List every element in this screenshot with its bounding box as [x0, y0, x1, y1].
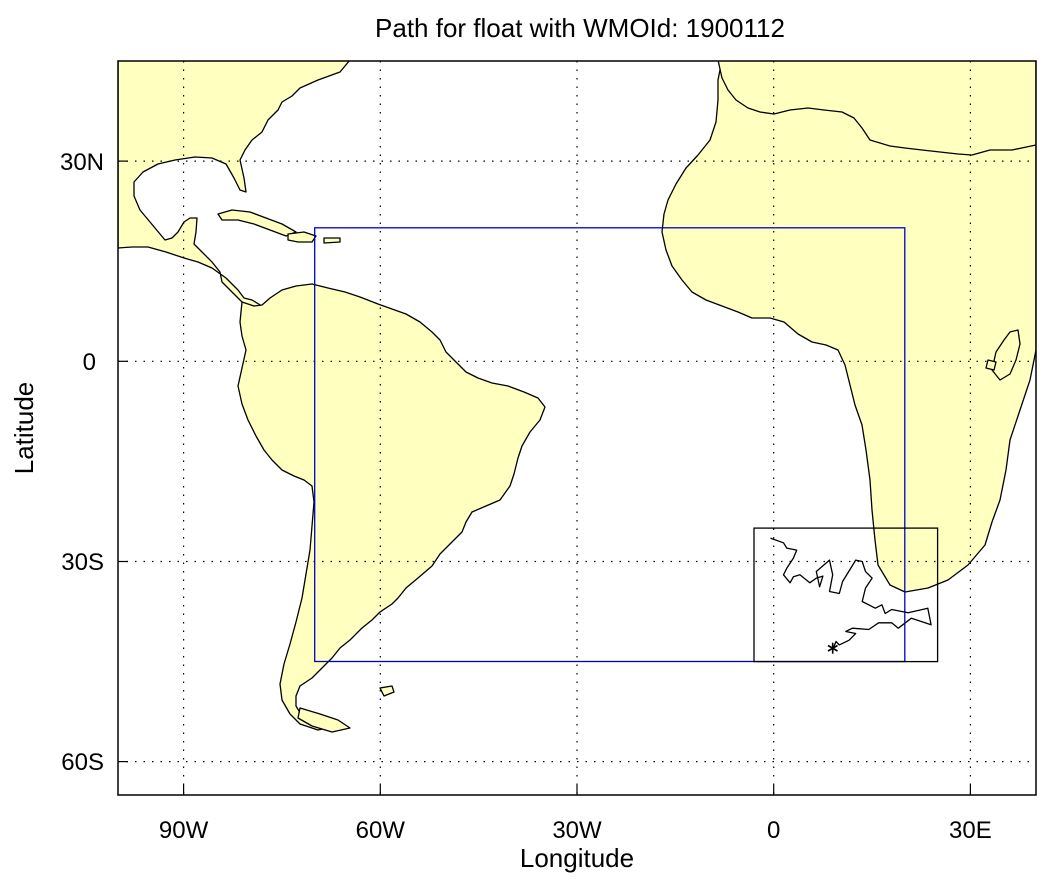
float-start-marker — [827, 642, 838, 654]
y-axis-label: Latitude — [9, 382, 39, 475]
x-tick-label-0: 0 — [767, 817, 780, 844]
hispaniola-land — [287, 231, 317, 243]
tierra-del-fuego-land — [297, 707, 351, 733]
graticule — [118, 61, 1036, 795]
x-tick-label-30e: 30E — [949, 817, 992, 844]
float-track-line — [770, 537, 932, 650]
lake-victoria-land — [985, 359, 997, 371]
africa-land — [661, 61, 1036, 593]
falkland-islands-land — [379, 685, 395, 697]
puerto-rico-land — [323, 237, 341, 244]
x-tick-label-30w: 30W — [552, 817, 602, 844]
y-tick-label-0: 0 — [83, 349, 96, 376]
x-axis-ticks: 90W 60W 30W 0 30E — [159, 785, 992, 844]
zoom-box — [753, 527, 939, 663]
x-tick-label-90w: 90W — [159, 817, 209, 844]
y-tick-label-30s: 30S — [61, 549, 104, 576]
region-box — [314, 227, 906, 663]
map-title: Path for float with WMOId: 1900112 — [375, 13, 785, 43]
x-axis-label: Longitude — [520, 843, 634, 873]
x-tick-label-60w: 60W — [356, 817, 406, 844]
y-axis-ticks: 30N 0 30S 60S — [60, 149, 128, 776]
north-america-land — [118, 61, 351, 319]
y-tick-label-30n: 30N — [60, 149, 104, 176]
madagascar-land — [991, 329, 1021, 381]
start-marker-stroke — [827, 644, 838, 652]
europe-land — [717, 61, 1036, 156]
y-tick-label-60s: 60S — [61, 749, 104, 776]
